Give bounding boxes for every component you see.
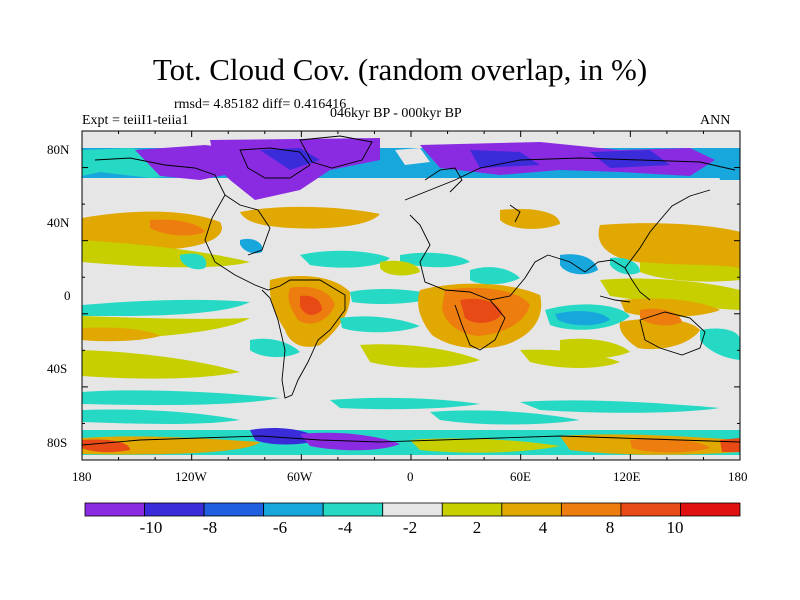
lon-label-120e: 120E bbox=[613, 469, 641, 484]
colorbar-label: 4 bbox=[538, 518, 548, 537]
lat-label-80n: 80N bbox=[47, 142, 70, 157]
colorbar-box bbox=[560, 502, 622, 517]
lat-label-40s: 40S bbox=[47, 361, 68, 376]
stats-text: rmsd= 4.85182 diff= 0.416416 bbox=[174, 97, 347, 112]
colorbar-label: -10 bbox=[139, 518, 163, 537]
colorbar-box bbox=[501, 502, 562, 517]
lon-label-60w: 60W bbox=[287, 469, 313, 484]
lat-label-0: 0 bbox=[64, 288, 71, 303]
colorbar-label: 2 bbox=[472, 518, 482, 537]
season-label: ANN bbox=[700, 113, 731, 128]
lon-label-120w: 120W bbox=[175, 469, 207, 484]
colorbar-box bbox=[680, 502, 741, 517]
colorbar-box bbox=[263, 502, 324, 517]
colorbar-label: -8 bbox=[202, 518, 218, 537]
colorbar-box bbox=[144, 502, 205, 517]
axis-ticks bbox=[81, 130, 741, 461]
colorbar-box bbox=[441, 502, 503, 517]
cloud-cover-field bbox=[82, 131, 740, 460]
lat-label-40n: 40N bbox=[47, 215, 70, 230]
colorbar-label: -6 bbox=[272, 518, 288, 537]
colorbar-label: -4 bbox=[337, 518, 353, 537]
colorbar-label: 10 bbox=[666, 518, 684, 537]
experiment-label: Expt = teiiI1-teiia1 bbox=[82, 113, 189, 128]
lon-label-180e: 180 bbox=[728, 469, 748, 484]
colorbar-box bbox=[620, 502, 681, 517]
colorbar-box bbox=[322, 502, 384, 517]
period-label: 046kyr BP - 000kyr BP bbox=[330, 106, 462, 121]
chart-title: Tot. Cloud Cov. (random overlap, in %) bbox=[152, 52, 648, 87]
colorbar-label: 8 bbox=[605, 518, 615, 537]
lon-label-180w: 180 bbox=[72, 469, 92, 484]
lon-label-60e: 60E bbox=[510, 469, 531, 484]
colorbar-box bbox=[382, 502, 443, 517]
lat-label-80s: 80S bbox=[47, 435, 68, 450]
colorbar-box bbox=[203, 502, 265, 517]
colorbar-label: -2 bbox=[402, 518, 418, 537]
colorbar bbox=[84, 502, 741, 517]
coastlines bbox=[82, 135, 740, 446]
colorbar-box bbox=[84, 502, 145, 517]
lon-label-0: 0 bbox=[407, 469, 414, 484]
